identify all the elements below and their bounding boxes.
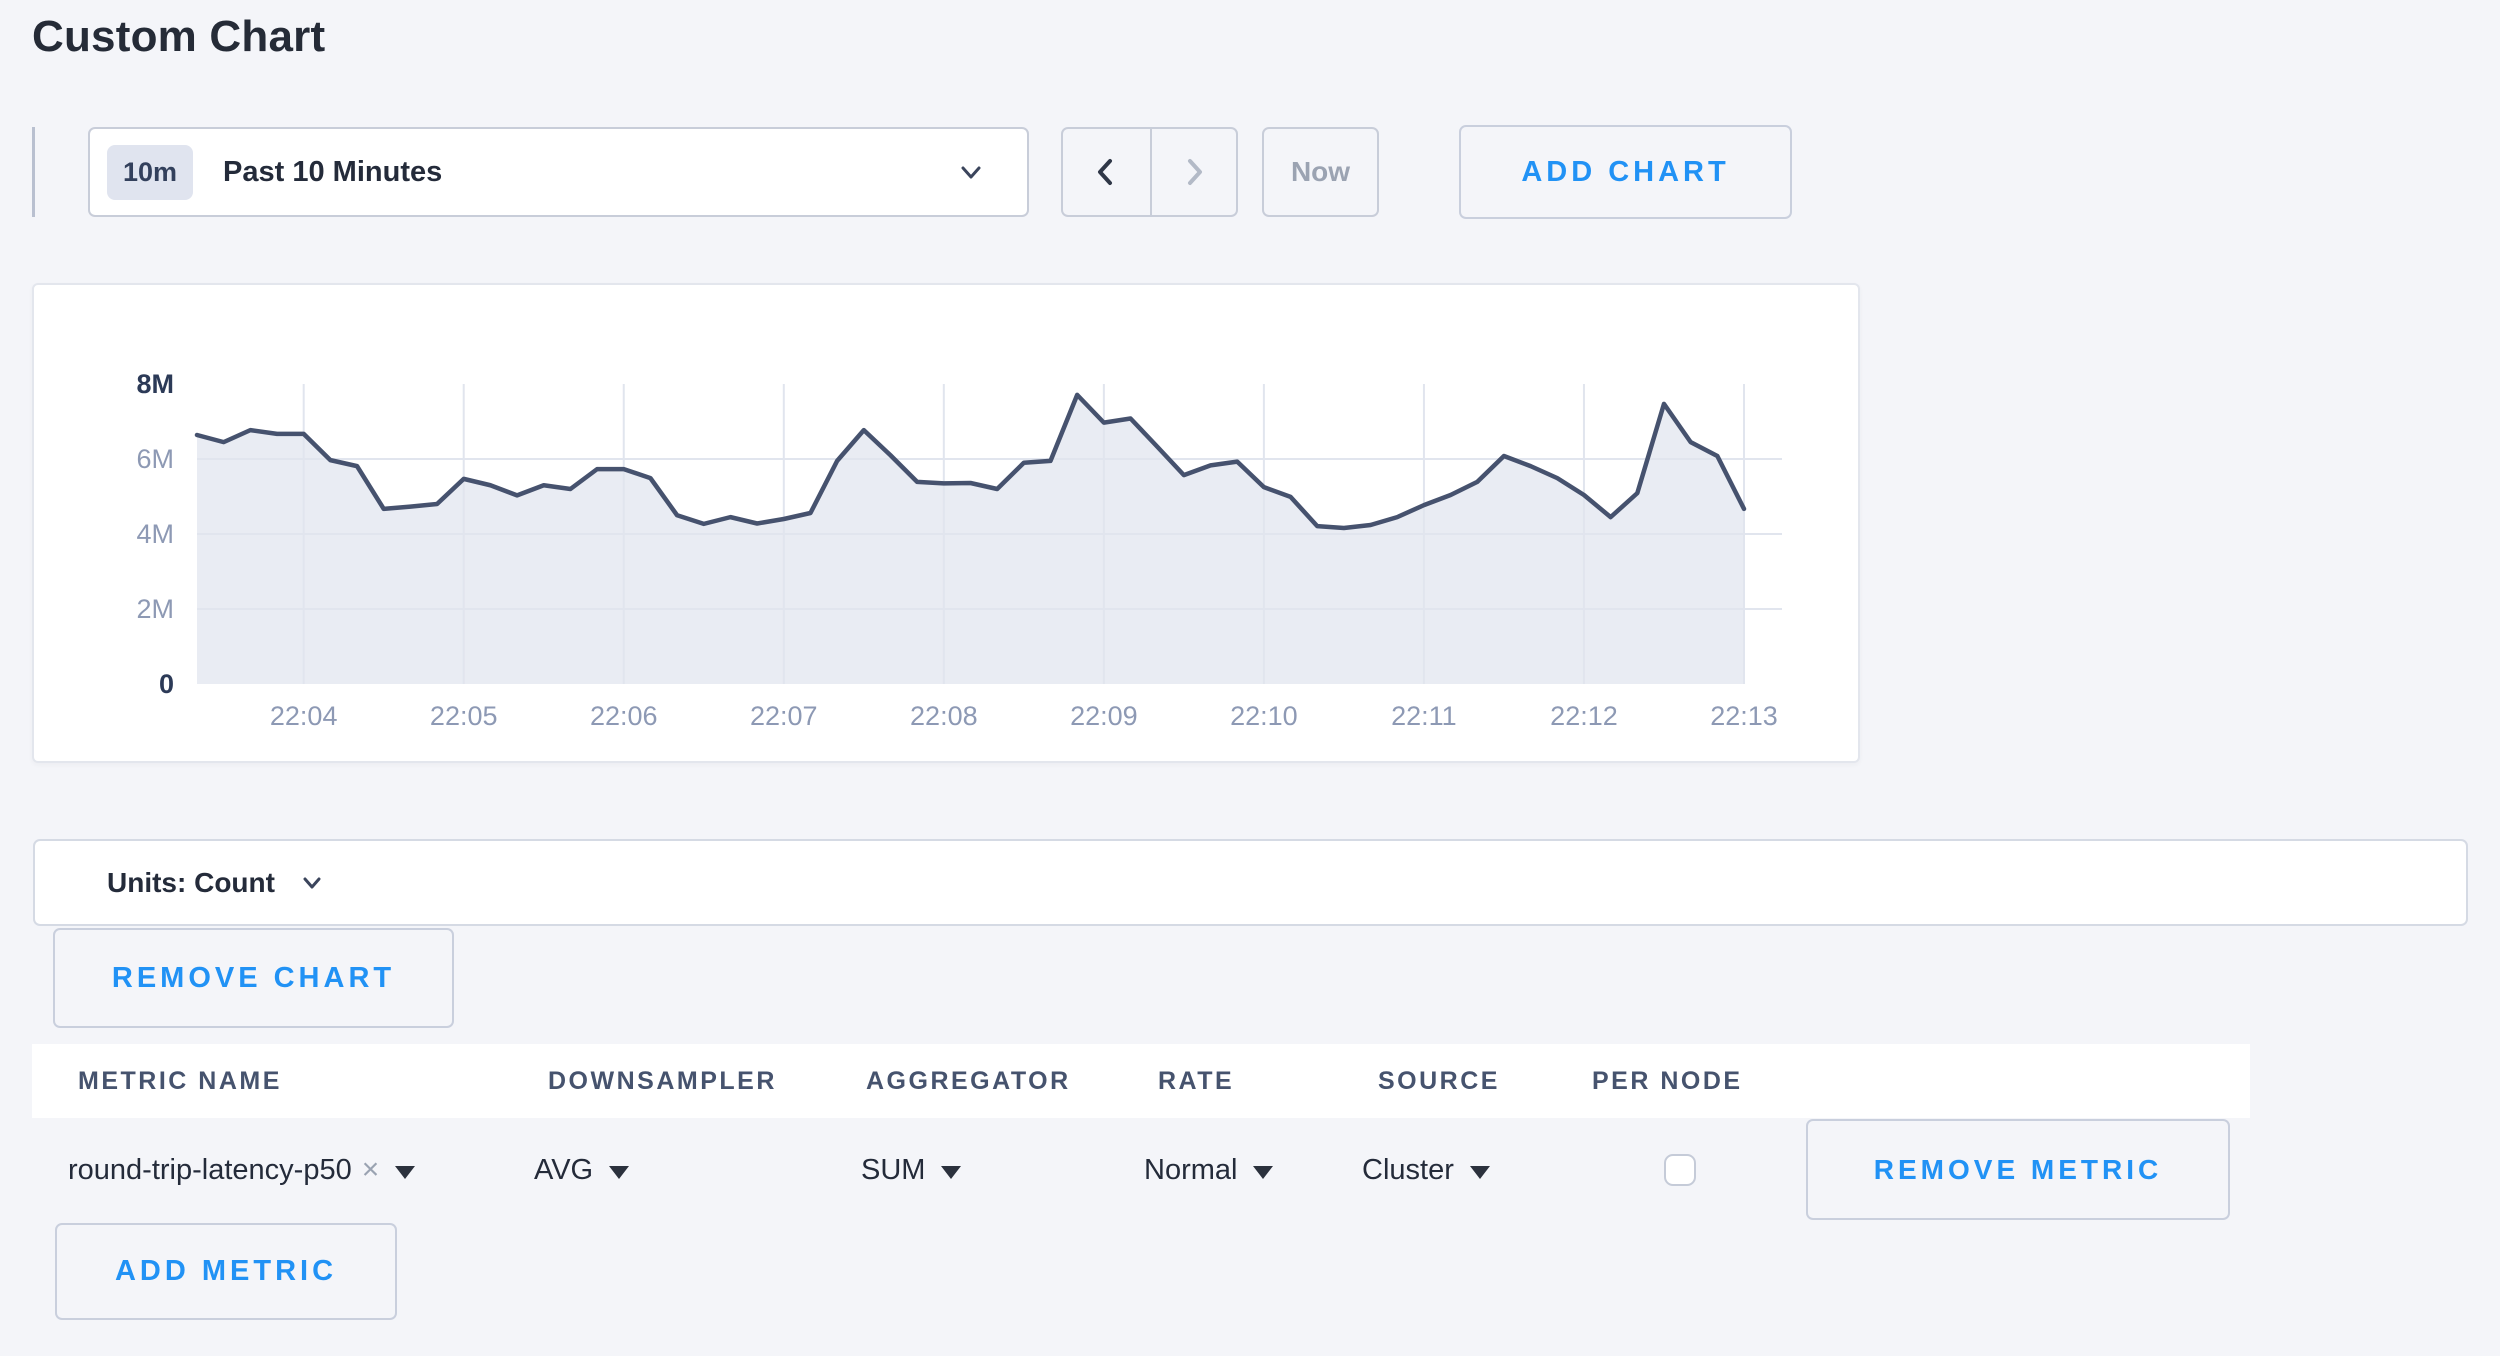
source-dropdown[interactable]: Cluster — [1362, 1118, 1490, 1222]
page-title: Custom Chart — [32, 12, 326, 61]
now-button[interactable]: Now — [1262, 127, 1379, 217]
time-range-label: Past 10 Minutes — [223, 155, 443, 188]
svg-text:2M: 2M — [136, 594, 174, 624]
units-label: Units: Count — [107, 866, 275, 898]
svg-text:22:13: 22:13 — [1710, 701, 1778, 731]
svg-text:22:09: 22:09 — [1070, 701, 1138, 731]
time-range-badge: 10m — [107, 144, 194, 200]
time-range-selector-dropdown[interactable]: 10m Past 10 Minutes — [88, 127, 1029, 217]
prev-time-button[interactable] — [1063, 129, 1150, 215]
chart-card: 0 2M 4M 6M 8M 22:04 22:05 22:06 22:07 22:08 22:09 2… — [32, 283, 1860, 763]
toolbar-divider — [32, 127, 35, 217]
svg-text:22:11: 22:11 — [1391, 701, 1457, 731]
svg-text:22:08: 22:08 — [910, 701, 978, 731]
source-value: Cluster — [1362, 1153, 1454, 1186]
svg-text:0: 0 — [159, 669, 174, 699]
metric-name-value: round-trip-latency-p50 — [68, 1153, 352, 1186]
svg-text:22:04: 22:04 — [270, 701, 338, 731]
aggregator-value: SUM — [861, 1153, 926, 1186]
metrics-table-header: METRIC NAME DOWNSAMPLER AGGREGATOR RATE … — [32, 1044, 2250, 1118]
custom-chart-svg: 0 2M 4M 6M 8M 22:04 22:05 22:06 22:07 22:08 22:09 2… — [136, 369, 1782, 731]
svg-text:22:10: 22:10 — [1230, 701, 1298, 731]
caret-down-icon — [941, 1165, 962, 1179]
column-header-rate: RATE — [1158, 1067, 1235, 1095]
svg-text:22:06: 22:06 — [590, 701, 658, 731]
column-header-metric-name: METRIC NAME — [78, 1067, 282, 1095]
remove-metric-button[interactable]: REMOVE METRIC — [1806, 1119, 2230, 1220]
downsampler-value: AVG — [534, 1153, 594, 1186]
rate-value: Normal — [1144, 1153, 1238, 1186]
metric-row: round-trip-latency-p50 × AVG SUM Normal … — [0, 1118, 2500, 1222]
next-time-button[interactable] — [1149, 129, 1237, 215]
chevron-down-icon — [299, 870, 325, 896]
svg-text:22:07: 22:07 — [750, 701, 818, 731]
column-header-downsampler: DOWNSAMPLER — [548, 1067, 777, 1095]
units-dropdown[interactable]: Units: Count — [33, 839, 2468, 926]
chevron-down-icon — [955, 156, 987, 188]
column-header-per-node: PER NODE — [1592, 1067, 1743, 1095]
rate-dropdown[interactable]: Normal — [1144, 1118, 1274, 1222]
svg-text:6M: 6M — [136, 444, 174, 474]
add-metric-button[interactable]: ADD METRIC — [55, 1223, 397, 1320]
time-step-group — [1061, 127, 1238, 217]
metric-name-dropdown[interactable]: round-trip-latency-p50 × — [68, 1118, 416, 1222]
svg-text:4M: 4M — [136, 519, 174, 549]
chevron-left-icon — [1089, 155, 1123, 189]
downsampler-dropdown[interactable]: AVG — [534, 1118, 630, 1222]
per-node-checkbox[interactable] — [1664, 1154, 1696, 1186]
column-header-source: SOURCE — [1378, 1067, 1500, 1095]
chevron-right-icon — [1177, 155, 1211, 189]
svg-text:22:05: 22:05 — [430, 701, 498, 731]
svg-text:22:12: 22:12 — [1550, 701, 1618, 731]
caret-down-icon — [1253, 1165, 1274, 1179]
caret-down-icon — [395, 1165, 416, 1179]
caret-down-icon — [1469, 1165, 1490, 1179]
close-icon[interactable]: × — [361, 1153, 380, 1186]
svg-text:8M: 8M — [136, 369, 174, 399]
column-header-aggregator: AGGREGATOR — [866, 1067, 1071, 1095]
caret-down-icon — [609, 1165, 630, 1179]
aggregator-dropdown[interactable]: SUM — [861, 1118, 962, 1222]
remove-chart-button[interactable]: REMOVE CHART — [53, 928, 454, 1028]
add-chart-button[interactable]: ADD CHART — [1459, 125, 1792, 219]
